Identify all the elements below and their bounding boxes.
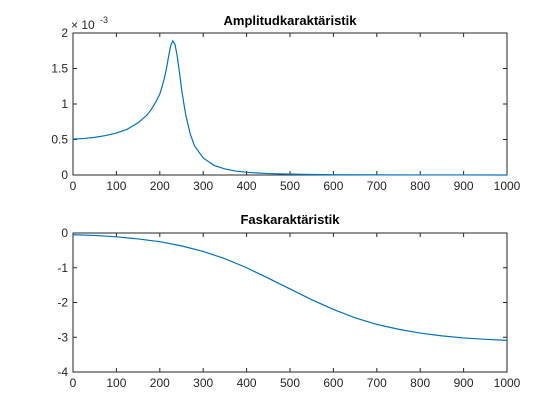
amplitude-axes: 0 100 200 300 400 500 600 700 800 900 1000 0 0.5 1 1.… xyxy=(51,13,520,193)
phase-x-tick-label: 800 xyxy=(410,376,430,390)
phase-x-tick-label: 500 xyxy=(280,376,300,390)
phase-axes: 0 100 200 300 400 500 600 700 800 900 1000 0 -1 -2 -3… xyxy=(57,212,520,390)
phase-x-tick-label: 600 xyxy=(323,376,343,390)
phase-title: Faskaraktäristik xyxy=(240,212,340,227)
phase-y-tick-label: -1 xyxy=(57,261,68,275)
phase-y-ticks: 0 -1 -2 -3 -4 xyxy=(57,226,507,379)
amplitude-y-tick-label: 0 xyxy=(61,168,68,182)
phase-plot-box xyxy=(72,232,508,373)
amplitude-y-tick-label: 2 xyxy=(61,26,68,40)
phase-x-tick-label: 1000 xyxy=(494,376,521,390)
amplitude-exponent-power: -3 xyxy=(100,15,108,25)
amplitude-y-tick-label: 1 xyxy=(61,97,68,111)
amplitude-series-line xyxy=(72,39,508,176)
amplitude-x-tick-label: 400 xyxy=(237,179,257,193)
phase-y-tick-label: -2 xyxy=(57,296,68,310)
amplitude-x-tick-label: 200 xyxy=(150,179,170,193)
phase-x-tick-label: 0 xyxy=(70,376,77,390)
phase-y-tick-label: -3 xyxy=(57,330,68,344)
phase-y-tick-label: -4 xyxy=(57,365,68,379)
phase-x-tick-label: 300 xyxy=(193,376,213,390)
amplitude-x-tick-label: 700 xyxy=(367,179,387,193)
amplitude-x-tick-label: 900 xyxy=(454,179,474,193)
amplitude-x-tick-label: 600 xyxy=(323,179,343,193)
amplitude-y-tick-label: 0.5 xyxy=(51,133,68,147)
amplitude-exponent-base: × 10 xyxy=(71,18,95,32)
amplitude-x-tick-label: 100 xyxy=(106,179,126,193)
amplitude-x-tick-label: 500 xyxy=(280,179,300,193)
phase-x-tick-label: 900 xyxy=(454,376,474,390)
phase-x-ticks: 0 100 200 300 400 500 600 700 800 900 1000 xyxy=(70,233,521,390)
phase-series-line xyxy=(72,234,508,341)
phase-x-tick-label: 100 xyxy=(106,376,126,390)
amplitude-x-tick-label: 1000 xyxy=(494,179,521,193)
phase-x-tick-label: 700 xyxy=(367,376,387,390)
phase-x-tick-label: 200 xyxy=(150,376,170,390)
amplitude-x-tick-label: 800 xyxy=(410,179,430,193)
phase-x-tick-label: 400 xyxy=(237,376,257,390)
phase-y-tick-label: 0 xyxy=(61,226,68,240)
amplitude-plot-box xyxy=(72,32,508,176)
amplitude-x-ticks: 0 100 200 300 400 500 600 700 800 900 1000 xyxy=(70,33,521,193)
amplitude-x-tick-label: 300 xyxy=(193,179,213,193)
amplitude-title: Amplitudkaraktäristik xyxy=(224,13,358,28)
amplitude-y-ticks: 0 0.5 1 1.5 2 xyxy=(51,26,507,182)
amplitude-exponent: × 10 -3 xyxy=(71,15,108,32)
amplitude-x-tick-label: 0 xyxy=(70,179,77,193)
amplitude-y-tick-label: 1.5 xyxy=(51,62,68,76)
